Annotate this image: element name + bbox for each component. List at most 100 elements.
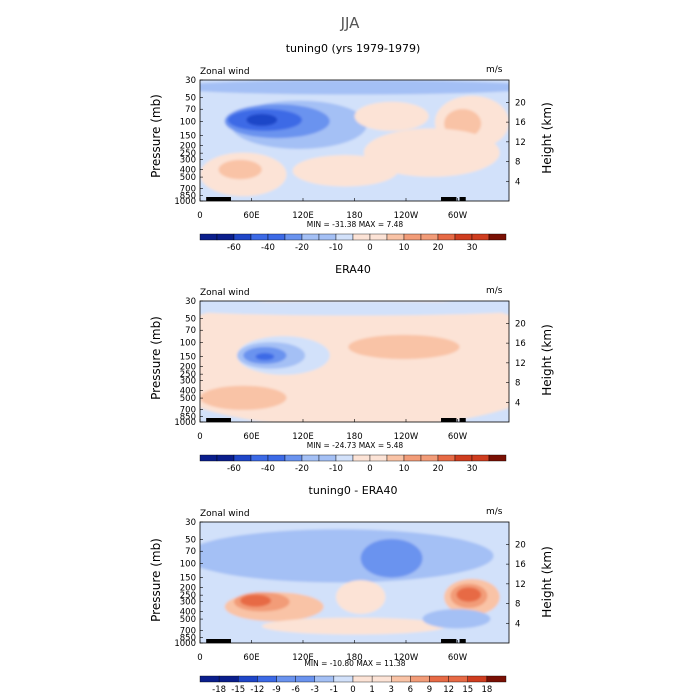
colorbar-box bbox=[471, 233, 490, 241]
pressure-tick-label: 30 bbox=[185, 76, 196, 86]
topography-bar bbox=[459, 197, 466, 201]
colorbar-box bbox=[454, 233, 473, 241]
colorbar-box bbox=[267, 454, 286, 462]
colorbar-label: -12 bbox=[250, 685, 264, 695]
colorbar-label: 10 bbox=[399, 464, 410, 474]
colorbar-label: 30 bbox=[467, 243, 478, 253]
panel-title: tuning0 - ERA40 bbox=[309, 484, 398, 497]
longitude-tick-label: 180 bbox=[346, 211, 362, 221]
contour-region bbox=[200, 529, 494, 583]
topography-bar bbox=[206, 197, 231, 201]
colorbar-box bbox=[488, 454, 507, 462]
colorbar-box bbox=[420, 454, 439, 462]
colorbar-box bbox=[369, 454, 388, 462]
height-tick-label: 16 bbox=[515, 560, 526, 570]
colorbar-box bbox=[218, 675, 239, 683]
colorbar-box bbox=[369, 233, 388, 241]
pressure-tick-label: 700 bbox=[180, 406, 196, 416]
colorbar-box bbox=[216, 233, 235, 241]
units-label: m/s bbox=[486, 286, 503, 296]
min-max-text: MIN = -31.38 MAX = 7.48 bbox=[307, 220, 404, 229]
pressure-tick-label: 700 bbox=[180, 185, 196, 195]
contour-region bbox=[348, 334, 460, 360]
colorbar-box bbox=[352, 233, 371, 241]
colorbar-box bbox=[335, 233, 354, 241]
contour-layer bbox=[200, 80, 509, 201]
colorbar-box bbox=[318, 233, 337, 241]
contour-fill bbox=[200, 301, 509, 422]
colorbar-label: -60 bbox=[227, 243, 241, 253]
zonal-wind-label: Zonal wind bbox=[200, 509, 250, 519]
longitude-tick-label: 60W bbox=[448, 432, 468, 442]
topography-bar bbox=[441, 418, 457, 422]
colorbar-box bbox=[333, 675, 354, 683]
longitude-tick-label: 0 bbox=[197, 653, 202, 663]
pressure-tick-label: 50 bbox=[185, 315, 196, 325]
y-axis-label-right: Height (km) bbox=[540, 102, 554, 173]
y-axis-label-left: Pressure (mb) bbox=[149, 94, 163, 178]
colorbar-label: 0 bbox=[367, 243, 372, 253]
colorbar-box bbox=[276, 675, 296, 683]
pressure-tick-label: 400 bbox=[180, 607, 196, 617]
units-label: m/s bbox=[486, 507, 503, 517]
y-axis-label-right: Height (km) bbox=[540, 546, 554, 617]
colorbar-label: 20 bbox=[433, 464, 444, 474]
colorbar-label: -18 bbox=[212, 685, 226, 695]
topography-bar bbox=[221, 639, 231, 643]
colorbar: -18 -15 -12 -9 -6 -3 -1 0 1 3 6 9 12 15 18 bbox=[199, 675, 507, 695]
colorbar-box bbox=[267, 233, 286, 241]
pressure-tick-label: 400 bbox=[180, 386, 196, 396]
pressure-tick-label: 100 bbox=[180, 339, 196, 349]
panel-difference: tuning0 - ERA40 Zonal wind m/s Pressure … bbox=[149, 484, 554, 695]
colorbar-box bbox=[437, 233, 456, 241]
colorbar-box bbox=[318, 454, 337, 462]
longitude-tick-label: 180 bbox=[346, 653, 362, 663]
pressure-tick-label: 500 bbox=[180, 394, 196, 404]
height-tick-label: 16 bbox=[515, 118, 526, 128]
colorbar-box bbox=[471, 454, 490, 462]
colorbar-box bbox=[448, 675, 468, 683]
colorbar-label: -10 bbox=[329, 243, 343, 253]
colorbar-box bbox=[454, 454, 473, 462]
pressure-tick-label: 1000 bbox=[174, 197, 196, 207]
pressure-tick-label: 70 bbox=[185, 105, 196, 115]
contour-fill bbox=[200, 80, 509, 201]
colorbar-box bbox=[199, 233, 218, 241]
panel-title: ERA40 bbox=[335, 263, 371, 276]
longitude-tick-label: 120W bbox=[394, 432, 419, 442]
colorbar-label: 20 bbox=[433, 243, 444, 253]
colorbar-label: 12 bbox=[443, 685, 454, 695]
colorbar-label: 18 bbox=[481, 685, 492, 695]
colorbar-label: 6 bbox=[408, 685, 413, 695]
colorbar-label: 0 bbox=[350, 685, 355, 695]
colorbar-label: 9 bbox=[427, 685, 432, 695]
y-axis-label-right: Height (km) bbox=[540, 324, 554, 395]
pressure-tick-label: 850 bbox=[180, 633, 196, 643]
longitude-tick-label: 120E bbox=[292, 432, 314, 442]
colorbar-box bbox=[410, 675, 430, 683]
colorbar-box bbox=[488, 233, 507, 241]
contour-region bbox=[360, 538, 423, 578]
colorbar-box bbox=[199, 454, 218, 462]
panel-tuning0: tuning0 (yrs 1979-1979) Zonal wind m/s P… bbox=[149, 42, 554, 253]
colorbar-box bbox=[352, 454, 371, 462]
height-tick-label: 12 bbox=[515, 359, 526, 369]
figure-title: JJA bbox=[340, 14, 361, 32]
colorbar-box bbox=[301, 454, 320, 462]
colorbar-box bbox=[314, 675, 335, 683]
colorbar-box bbox=[403, 454, 422, 462]
colorbar-box bbox=[386, 454, 405, 462]
topography-bar bbox=[459, 639, 466, 643]
contour-region bbox=[218, 159, 262, 180]
colorbar-box bbox=[199, 675, 220, 683]
longitude-tick-label: 0 bbox=[197, 432, 202, 442]
zonal-wind-label: Zonal wind bbox=[200, 288, 250, 298]
pressure-tick-label: 850 bbox=[180, 412, 196, 422]
height-tick-label: 20 bbox=[515, 98, 526, 108]
longitude-tick-label: 120E bbox=[292, 653, 314, 663]
height-tick-label: 4 bbox=[515, 398, 520, 408]
pressure-tick-label: 300 bbox=[180, 155, 196, 165]
longitude-tick-label: 0 bbox=[197, 211, 202, 221]
pressure-tick-label: 30 bbox=[185, 518, 196, 528]
